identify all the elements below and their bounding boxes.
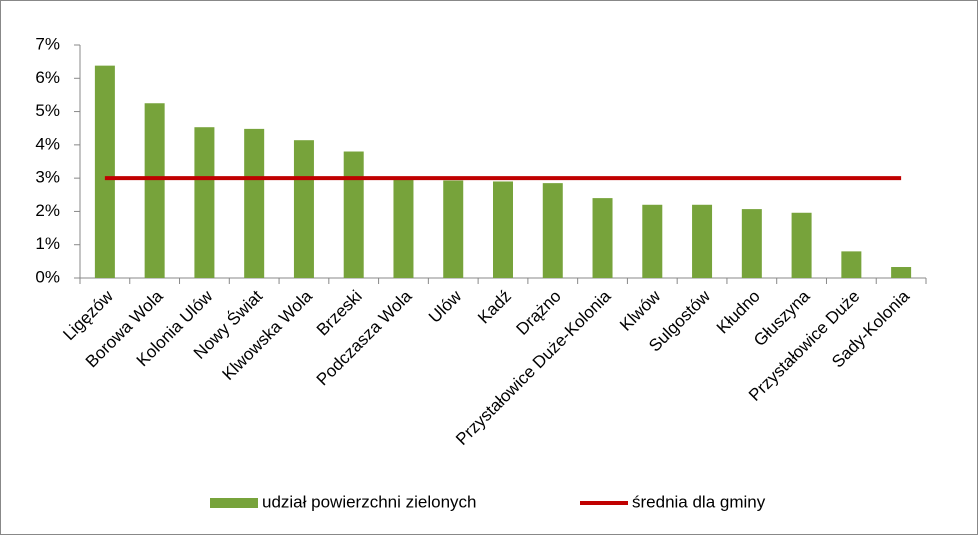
legend-label: średnia dla gminy [632,492,766,511]
legend-label: udział powierzchni zielonych [262,492,477,511]
bar [493,181,513,278]
bar [393,178,414,278]
y-tick-label: 2% [35,201,60,220]
y-tick-label: 0% [35,267,60,286]
y-tick-label: 7% [35,34,60,53]
y-tick-label: 3% [35,168,60,187]
y-tick-label: 5% [35,101,60,120]
bar [891,267,912,278]
y-tick-label: 6% [35,68,60,87]
bar [791,212,812,278]
bar [144,103,165,278]
bar [592,198,613,278]
bar [94,65,115,278]
y-tick-label: 1% [35,234,60,253]
bar [741,209,762,278]
bar [692,204,713,278]
bar [293,140,314,278]
bar [194,127,215,278]
bar [542,183,563,278]
bar [841,251,862,278]
bar [443,180,464,278]
bar [343,151,364,278]
legend-swatch [210,498,258,508]
bar [244,128,265,278]
y-tick-label: 4% [35,134,60,153]
bar [642,204,663,278]
